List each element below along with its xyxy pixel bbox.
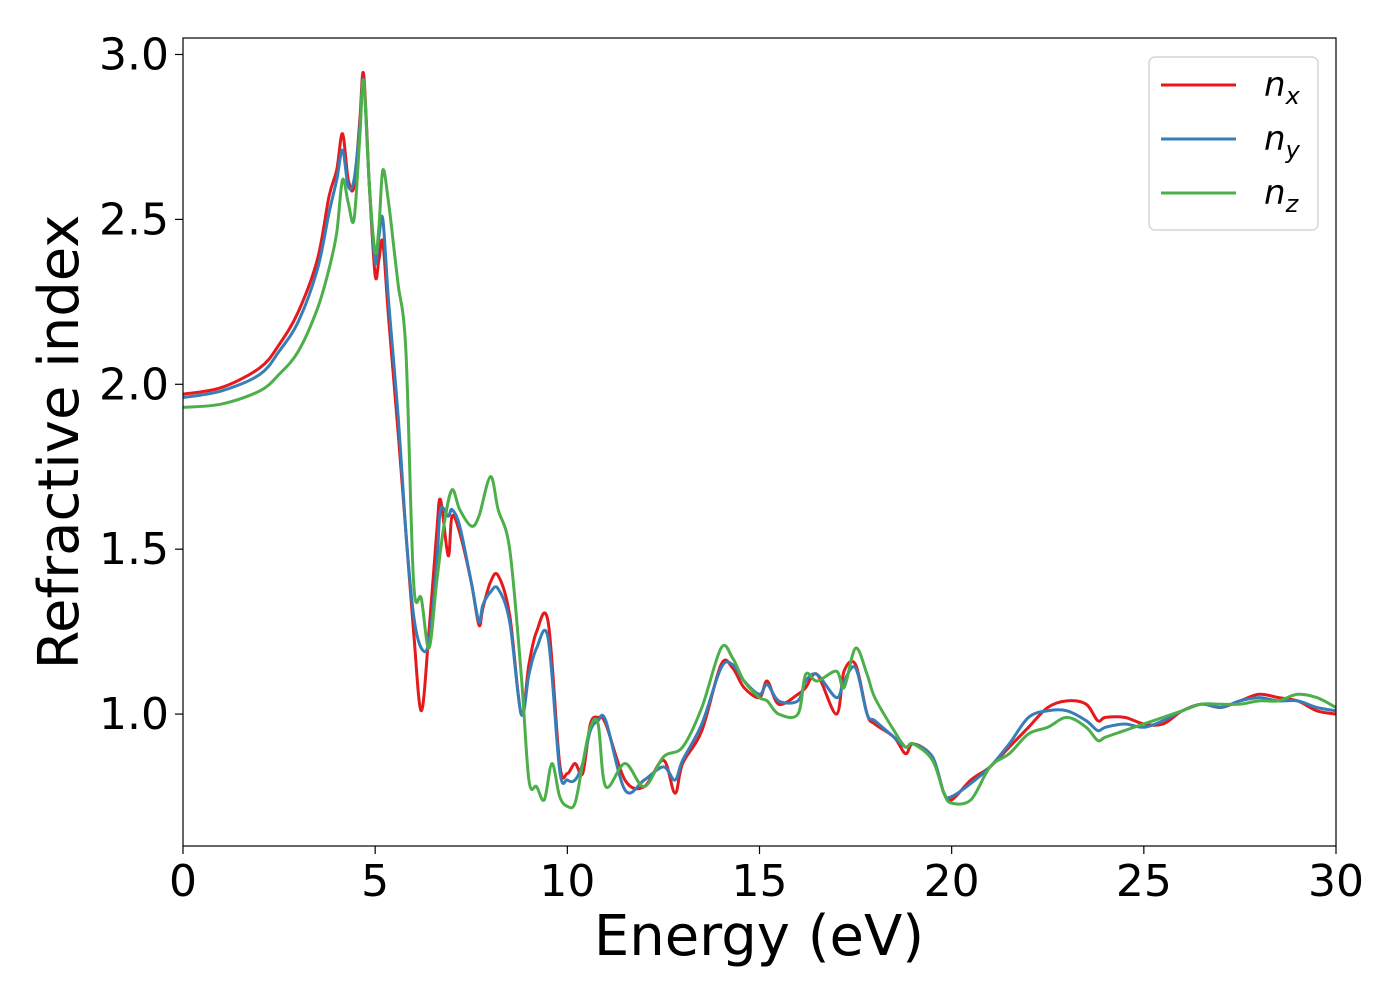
legend-label-ny: ny — [1264, 119, 1301, 164]
legend-label-nz: nz — [1264, 173, 1300, 218]
x-tick-label: 25 — [1116, 856, 1172, 907]
series-line-nz — [183, 78, 1336, 810]
legend-box — [1148, 56, 1319, 231]
y-tick-label: 1.0 — [99, 689, 169, 740]
y-tick-label: 3.0 — [99, 29, 169, 80]
y-tick-label: 1.5 — [99, 524, 169, 575]
x-tick-label: 0 — [169, 856, 197, 907]
y-tick-label: 2.5 — [99, 194, 169, 245]
x-tick-label: 10 — [539, 856, 595, 907]
legend-label-nx: nx — [1264, 65, 1301, 110]
x-tick-label: 15 — [732, 856, 788, 907]
x-tick-label: 5 — [361, 856, 389, 907]
y-axis-label: Refractive index — [27, 215, 92, 670]
y-tick-label: 2.0 — [99, 359, 169, 410]
legend: nx ny nz — [1148, 56, 1319, 231]
x-tick-label: 30 — [1308, 856, 1364, 907]
x-tick-label: 20 — [924, 856, 980, 907]
x-axis-label: Energy (eV) — [594, 904, 924, 969]
series-layer — [183, 70, 1336, 810]
axis-ticks: 0 5 10 15 20 25 30 1.0 1.5 2.0 2.5 3.0 — [99, 29, 1364, 907]
